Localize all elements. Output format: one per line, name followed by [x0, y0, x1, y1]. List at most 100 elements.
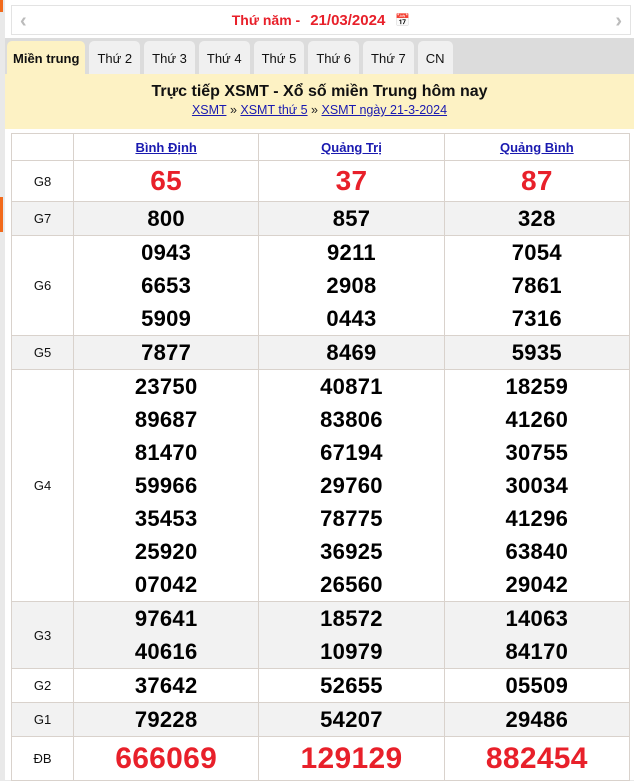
prize-number: 666069	[115, 742, 218, 775]
province-header: Quảng Bình	[443, 133, 631, 161]
province-link[interactable]: Quảng Bình	[499, 139, 574, 155]
prize-label: G8	[11, 160, 74, 202]
chevron-right-icon[interactable]: ›	[615, 10, 622, 32]
prize-number: 29042	[505, 572, 569, 597]
prize-number: 41260	[505, 407, 569, 432]
table-row: G7 800 857 328	[11, 201, 631, 236]
prize-number: 81470	[134, 440, 198, 465]
prize-cell: 65	[72, 160, 260, 202]
prize-number: 30755	[505, 440, 569, 465]
prize-number: 26560	[320, 572, 383, 597]
province-link[interactable]: Quảng Trị	[321, 139, 382, 155]
breadcrumb-xsmt[interactable]: XSMT	[191, 103, 227, 117]
prize-cell: 0943 6653 5909	[72, 235, 260, 336]
prize-number: 5935	[511, 340, 562, 365]
prize-number: 7054	[511, 240, 562, 265]
tab-thứ-6[interactable]: Thứ 6	[308, 41, 360, 74]
prize-number: 328	[518, 206, 556, 231]
prize-cell: 129129	[258, 736, 445, 781]
prize-number: 87	[520, 165, 553, 196]
table-row: ĐB 666069 129129 882454	[11, 736, 631, 781]
prize-label: G1	[11, 702, 74, 737]
calendar-icon[interactable]: 📅	[395, 13, 411, 27]
prize-cell: 18572 10979	[258, 601, 445, 669]
tab-thứ-5[interactable]: Thứ 5	[253, 41, 305, 74]
prize-cell: 23750 89687 81470 59966 35453 25920 07042	[72, 369, 260, 602]
breadcrumb: XSMT » XSMT thứ 5 » XSMT ngày 21-3-2024	[5, 103, 634, 117]
prize-cell: 05509	[443, 668, 631, 703]
prize-cell: 97641 40616	[72, 601, 260, 669]
prize-number: 8469	[326, 340, 377, 365]
prize-cell: 857	[258, 201, 445, 236]
prize-label: ĐB	[11, 736, 74, 781]
prize-number: 0943	[141, 240, 192, 265]
prize-number: 18572	[320, 606, 383, 631]
prize-number: 37642	[134, 673, 198, 698]
prize-number: 78775	[320, 506, 383, 531]
prize-cell: 54207	[258, 702, 445, 737]
prize-number: 7877	[141, 340, 192, 365]
tab-thứ-4[interactable]: Thứ 4	[198, 41, 250, 74]
prize-number: 7861	[511, 273, 562, 298]
prize-number: 65	[150, 165, 183, 196]
prize-number: 129129	[300, 742, 403, 775]
prize-number: 52655	[320, 673, 383, 698]
prize-number: 59966	[134, 473, 198, 498]
breadcrumb-xsmt-date[interactable]: XSMT ngày 21-3-2024	[321, 103, 448, 117]
prize-number: 36925	[320, 539, 383, 564]
prize-number: 29760	[320, 473, 383, 498]
table-row: G1 79228 54207 29486	[11, 702, 631, 737]
prize-number: 37	[335, 165, 368, 196]
prize-number: 79228	[134, 707, 198, 732]
tab-thứ-3[interactable]: Thứ 3	[144, 41, 195, 74]
prize-label: G4	[11, 369, 74, 602]
prize-number: 25920	[134, 539, 198, 564]
prize-number: 35453	[134, 506, 198, 531]
tab-thứ-2[interactable]: Thứ 2	[89, 41, 141, 74]
prize-number: 30034	[505, 473, 569, 498]
prize-cell: 8469	[258, 335, 445, 370]
tab-thứ-7[interactable]: Thứ 7	[363, 41, 414, 74]
prize-number: 83806	[320, 407, 383, 432]
prize-number: 89687	[134, 407, 198, 432]
day-tabs: Miền trung Thứ 2 Thứ 3 Thứ 4 Thứ 5 Thứ 6 Thứ 7…	[5, 38, 634, 74]
prize-number: 14063	[505, 606, 569, 631]
prize-number: 40871	[320, 374, 383, 399]
page-title: Trực tiếp XSMT - Xổ số miền Trung hôm na…	[151, 83, 488, 100]
prize-cell: 37642	[72, 668, 260, 703]
prize-cell: 9211 2908 0443	[258, 235, 445, 336]
prize-label: G7	[11, 201, 74, 236]
prize-cell: 5935	[443, 335, 631, 370]
prize-number: 54207	[320, 707, 383, 732]
prize-number: 63840	[505, 539, 569, 564]
province-link[interactable]: Bình Định	[135, 139, 197, 155]
table-row: G3 97641 40616 18572 10979 14063 84170	[11, 601, 631, 669]
prize-cell: 37	[258, 160, 445, 202]
prize-cell: 52655	[258, 668, 445, 703]
prize-number: 40616	[134, 639, 198, 664]
tab-miền-trung[interactable]: Miền trung	[7, 41, 86, 74]
page-header: Trực tiếp XSMT - Xổ số miền Trung hôm na…	[5, 74, 634, 129]
tab-cn[interactable]: CN	[417, 41, 453, 74]
table-row: G2 37642 52655 05509	[11, 668, 631, 703]
table-row: G5 7877 8469 5935	[11, 335, 631, 370]
prize-number: 10979	[320, 639, 383, 664]
chevron-left-icon[interactable]: ‹	[20, 10, 27, 32]
prize-cell: 7877	[72, 335, 260, 370]
day-label: Thứ năm -	[231, 12, 301, 28]
results-table: Bình Định Quảng Trị Quảng Bình G8 65 37 87 G7 8…	[11, 133, 631, 781]
prize-number: 84170	[505, 639, 569, 664]
prize-cell: 7054 7861 7316	[443, 235, 631, 336]
prize-number: 9211	[327, 240, 376, 265]
province-header: Quảng Trị	[258, 133, 445, 161]
prize-cell: 87	[443, 160, 631, 202]
prize-label: G6	[11, 235, 74, 336]
prize-number: 23750	[134, 374, 198, 399]
prize-cell: 882454	[443, 736, 631, 781]
prize-number: 6653	[141, 273, 192, 298]
date-value[interactable]: 21/03/2024	[310, 11, 386, 29]
prize-number: 18259	[505, 374, 569, 399]
prize-cell: 666069	[72, 736, 260, 781]
prize-number: 857	[332, 206, 371, 231]
breadcrumb-xsmt-thu5[interactable]: XSMT thứ 5	[240, 103, 308, 117]
